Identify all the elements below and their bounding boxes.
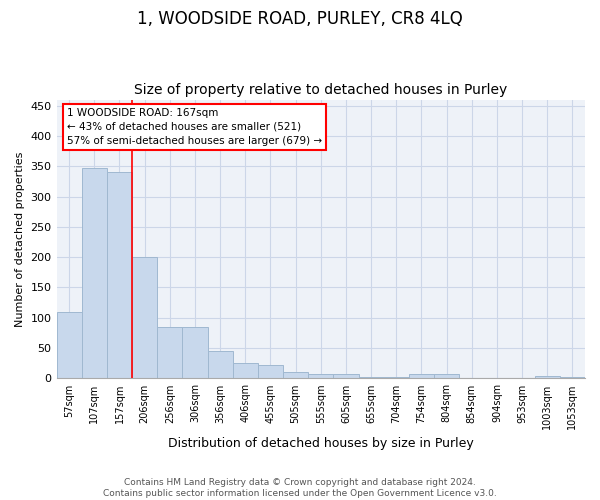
Bar — [233, 364, 258, 378]
Bar — [359, 377, 383, 378]
Bar — [208, 350, 233, 378]
Text: 1 WOODSIDE ROAD: 167sqm
← 43% of detached houses are smaller (521)
57% of semi-d: 1 WOODSIDE ROAD: 167sqm ← 43% of detache… — [67, 108, 322, 146]
X-axis label: Distribution of detached houses by size in Purley: Distribution of detached houses by size … — [168, 437, 473, 450]
Bar — [560, 376, 585, 378]
Bar — [107, 172, 132, 378]
Bar — [132, 257, 157, 378]
Title: Size of property relative to detached houses in Purley: Size of property relative to detached ho… — [134, 83, 508, 97]
Bar — [157, 327, 182, 378]
Bar — [258, 365, 283, 378]
Bar — [434, 374, 459, 378]
Bar — [182, 327, 208, 378]
Bar — [383, 377, 409, 378]
Bar — [334, 374, 359, 378]
Bar — [308, 374, 334, 378]
Text: 1, WOODSIDE ROAD, PURLEY, CR8 4LQ: 1, WOODSIDE ROAD, PURLEY, CR8 4LQ — [137, 10, 463, 28]
Bar — [82, 168, 107, 378]
Bar — [56, 312, 82, 378]
Bar — [535, 376, 560, 378]
Y-axis label: Number of detached properties: Number of detached properties — [15, 152, 25, 326]
Bar — [409, 374, 434, 378]
Bar — [283, 372, 308, 378]
Text: Contains HM Land Registry data © Crown copyright and database right 2024.
Contai: Contains HM Land Registry data © Crown c… — [103, 478, 497, 498]
